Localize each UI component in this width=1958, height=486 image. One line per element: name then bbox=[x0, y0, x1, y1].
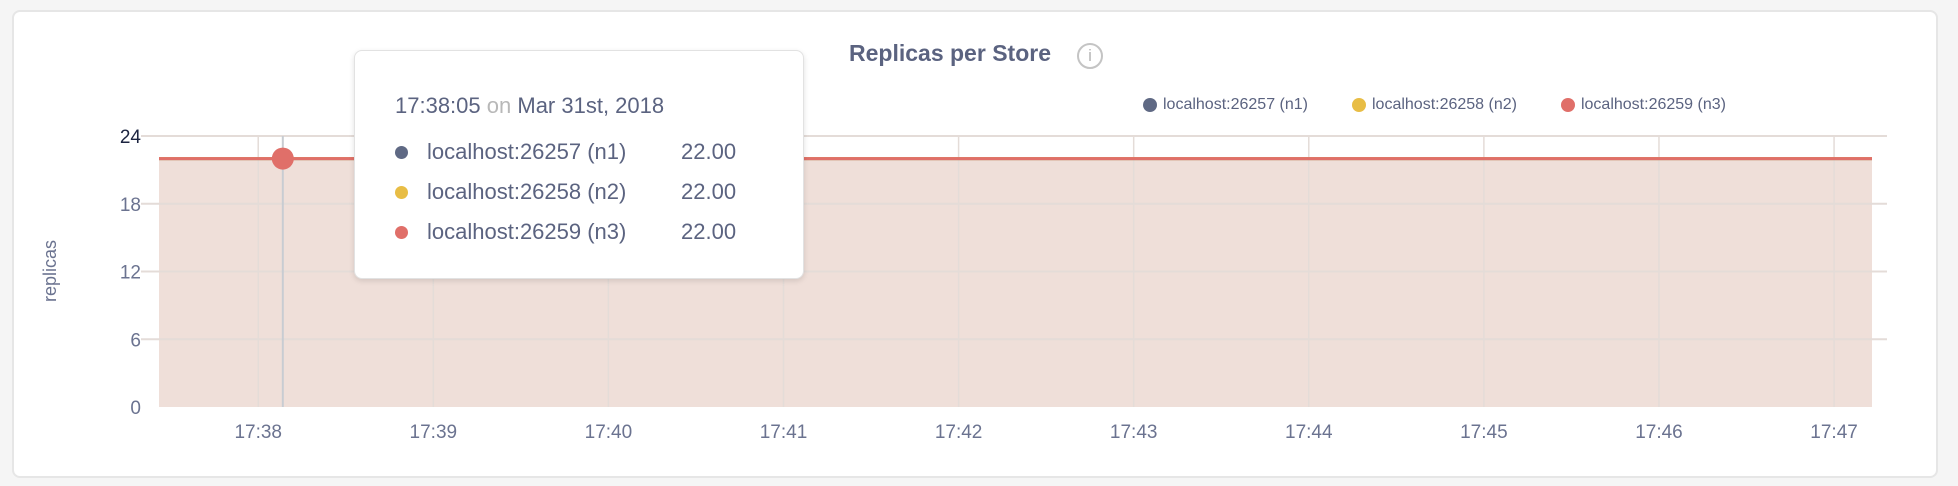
x-tick-label: 17:38 bbox=[234, 422, 282, 443]
tooltip-dot bbox=[395, 145, 408, 159]
legend-item-n3[interactable]: localhost:26259 (n3) bbox=[1560, 96, 1726, 114]
info-icon[interactable]: i bbox=[1077, 43, 1103, 69]
chart-title: Replicas per Store bbox=[849, 40, 1051, 66]
y-tick-label: 18 bbox=[120, 195, 141, 216]
tooltip-dot bbox=[395, 225, 408, 239]
y-tick-label: 0 bbox=[130, 398, 141, 419]
legend: localhost:26257 (n1) localhost:26258 (n2… bbox=[1143, 96, 1770, 114]
tooltip-row: localhost:26257 (n1) 22.00 bbox=[395, 139, 736, 165]
legend-label: localhost:26258 (n2) bbox=[1371, 96, 1517, 113]
tooltip-label: localhost:26257 (n1) bbox=[427, 139, 627, 164]
y-axis-label: replicas bbox=[40, 240, 60, 302]
tooltip-date: Mar 31st, 2018 bbox=[517, 93, 665, 118]
x-tick-label: 17:47 bbox=[1810, 422, 1858, 443]
legend-dot bbox=[1560, 98, 1575, 112]
y-tick-label: 6 bbox=[130, 330, 141, 351]
y-tick-label: 24 bbox=[120, 127, 142, 148]
legend-dot bbox=[1351, 98, 1366, 112]
tooltip-row: localhost:26258 (n2) 22.00 bbox=[395, 179, 736, 205]
tooltip-value: 22.00 bbox=[681, 179, 737, 204]
tooltip-header: 17:38:05 on Mar 31st, 2018 bbox=[395, 93, 664, 119]
tooltip-row: localhost:26259 (n3) 22.00 bbox=[395, 219, 736, 245]
tooltip-dot bbox=[395, 185, 408, 199]
x-tick-label: 17:46 bbox=[1635, 422, 1683, 443]
x-tick-label: 17:44 bbox=[1285, 422, 1333, 443]
tooltip-value: 22.00 bbox=[681, 139, 737, 164]
legend-label: localhost:26259 (n3) bbox=[1580, 96, 1726, 113]
x-tick-label: 17:43 bbox=[1110, 422, 1158, 443]
tooltip-label: localhost:26258 (n2) bbox=[427, 179, 627, 204]
x-tick-label: 17:42 bbox=[935, 422, 983, 443]
x-tick-label: 17:40 bbox=[585, 422, 633, 443]
tooltip-value: 22.00 bbox=[681, 219, 737, 244]
x-tick-label: 17:39 bbox=[410, 422, 458, 443]
legend-item-n1[interactable]: localhost:26257 (n1) bbox=[1143, 96, 1308, 114]
hover-point bbox=[271, 147, 294, 170]
legend-label: localhost:26257 (n1) bbox=[1163, 96, 1308, 113]
legend-dot bbox=[1143, 98, 1157, 112]
x-tick-label: 17:41 bbox=[760, 422, 808, 443]
tooltip-time: 17:38:05 bbox=[395, 93, 481, 118]
y-tick-label: 12 bbox=[120, 263, 141, 284]
x-tick-label: 17:45 bbox=[1460, 422, 1508, 443]
tooltip-on: on bbox=[486, 93, 512, 118]
tooltip: 17:38:05 on Mar 31st, 2018 localhost:262… bbox=[354, 50, 804, 279]
legend-item-n2[interactable]: localhost:26258 (n2) bbox=[1351, 96, 1517, 114]
tooltip-label: localhost:26259 (n3) bbox=[427, 219, 627, 244]
